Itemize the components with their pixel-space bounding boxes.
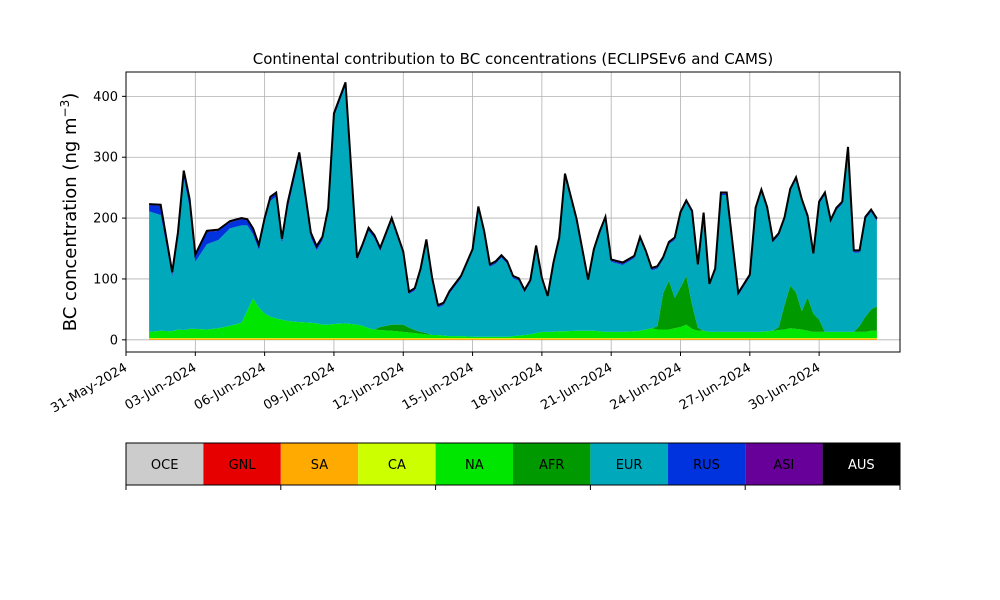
legend-label-gnl: GNL: [229, 458, 257, 473]
y-axis: 0 100 200 300 400: [93, 90, 126, 348]
legend-label-afr: AFR: [539, 458, 564, 473]
total-line: [149, 81, 878, 307]
chart-title: Continental contribution to BC concentra…: [253, 50, 774, 68]
x-tick-label: 06-Jun-2024: [192, 360, 269, 413]
x-tick-label: 24-Jun-2024: [608, 360, 685, 413]
y-tick-label: 300: [93, 151, 118, 166]
x-tick-label: 09-Jun-2024: [261, 360, 338, 413]
plot-frame: [125, 71, 901, 353]
y-axis-label: BC concentration (ng m−3): [58, 93, 81, 332]
legend-label-aus: AUS: [848, 458, 875, 473]
legend-frame: [125, 442, 901, 486]
legend-swatch-sa: [280, 443, 359, 485]
legend-label-ca: CA: [388, 458, 406, 473]
legend-swatch-afr: [513, 443, 591, 485]
y-tick-label: 400: [93, 90, 118, 105]
stacked-areas: [149, 82, 877, 340]
area-eur: [149, 86, 877, 337]
legend-label-na: NA: [465, 458, 484, 473]
x-axis: 31-May-202403-Jun-202406-Jun-202409-Jun-…: [48, 352, 823, 416]
legend-swatch-asi: [745, 443, 823, 485]
legend-swatch-gnl: [203, 443, 281, 485]
x-tick-label: 03-Jun-2024: [122, 360, 199, 413]
legend-swatch-oce: [126, 443, 204, 485]
legend-label-asi: ASI: [773, 458, 794, 473]
legend-label-eur: EUR: [616, 458, 643, 473]
y-tick-label: 0: [110, 333, 118, 348]
legend-swatch-rus: [667, 443, 746, 485]
legend-label-oce: OCE: [151, 458, 179, 473]
x-tick-label: 12-Jun-2024: [330, 360, 407, 413]
x-tick-label: 18-Jun-2024: [469, 360, 546, 413]
x-tick-label: 31-May-2024: [48, 360, 130, 416]
legend-colorbar: OCE GNL SA CA NA AFR EUR RUS ASI AUS: [125, 442, 901, 490]
x-tick-label: 15-Jun-2024: [400, 360, 477, 413]
total-concentration-line: [149, 81, 878, 307]
legend-label-sa: SA: [311, 458, 328, 473]
y-tick-label: 200: [93, 212, 118, 227]
x-tick-label: 30-Jun-2024: [746, 360, 823, 413]
x-tick-label: 27-Jun-2024: [677, 360, 754, 413]
area-na: [149, 298, 877, 338]
area-afr: [149, 275, 877, 337]
legend-swatch-eur: [590, 443, 668, 485]
legend-label-rus: RUS: [693, 458, 720, 473]
legend-swatch-na: [435, 443, 513, 485]
legend-swatch-ca: [358, 443, 436, 485]
area-ca: [149, 338, 877, 339]
x-tick-label: 21-Jun-2024: [538, 360, 615, 413]
area-sa: [149, 338, 877, 340]
y-tick-label: 100: [93, 272, 118, 287]
legend-swatch-aus: [822, 443, 900, 485]
